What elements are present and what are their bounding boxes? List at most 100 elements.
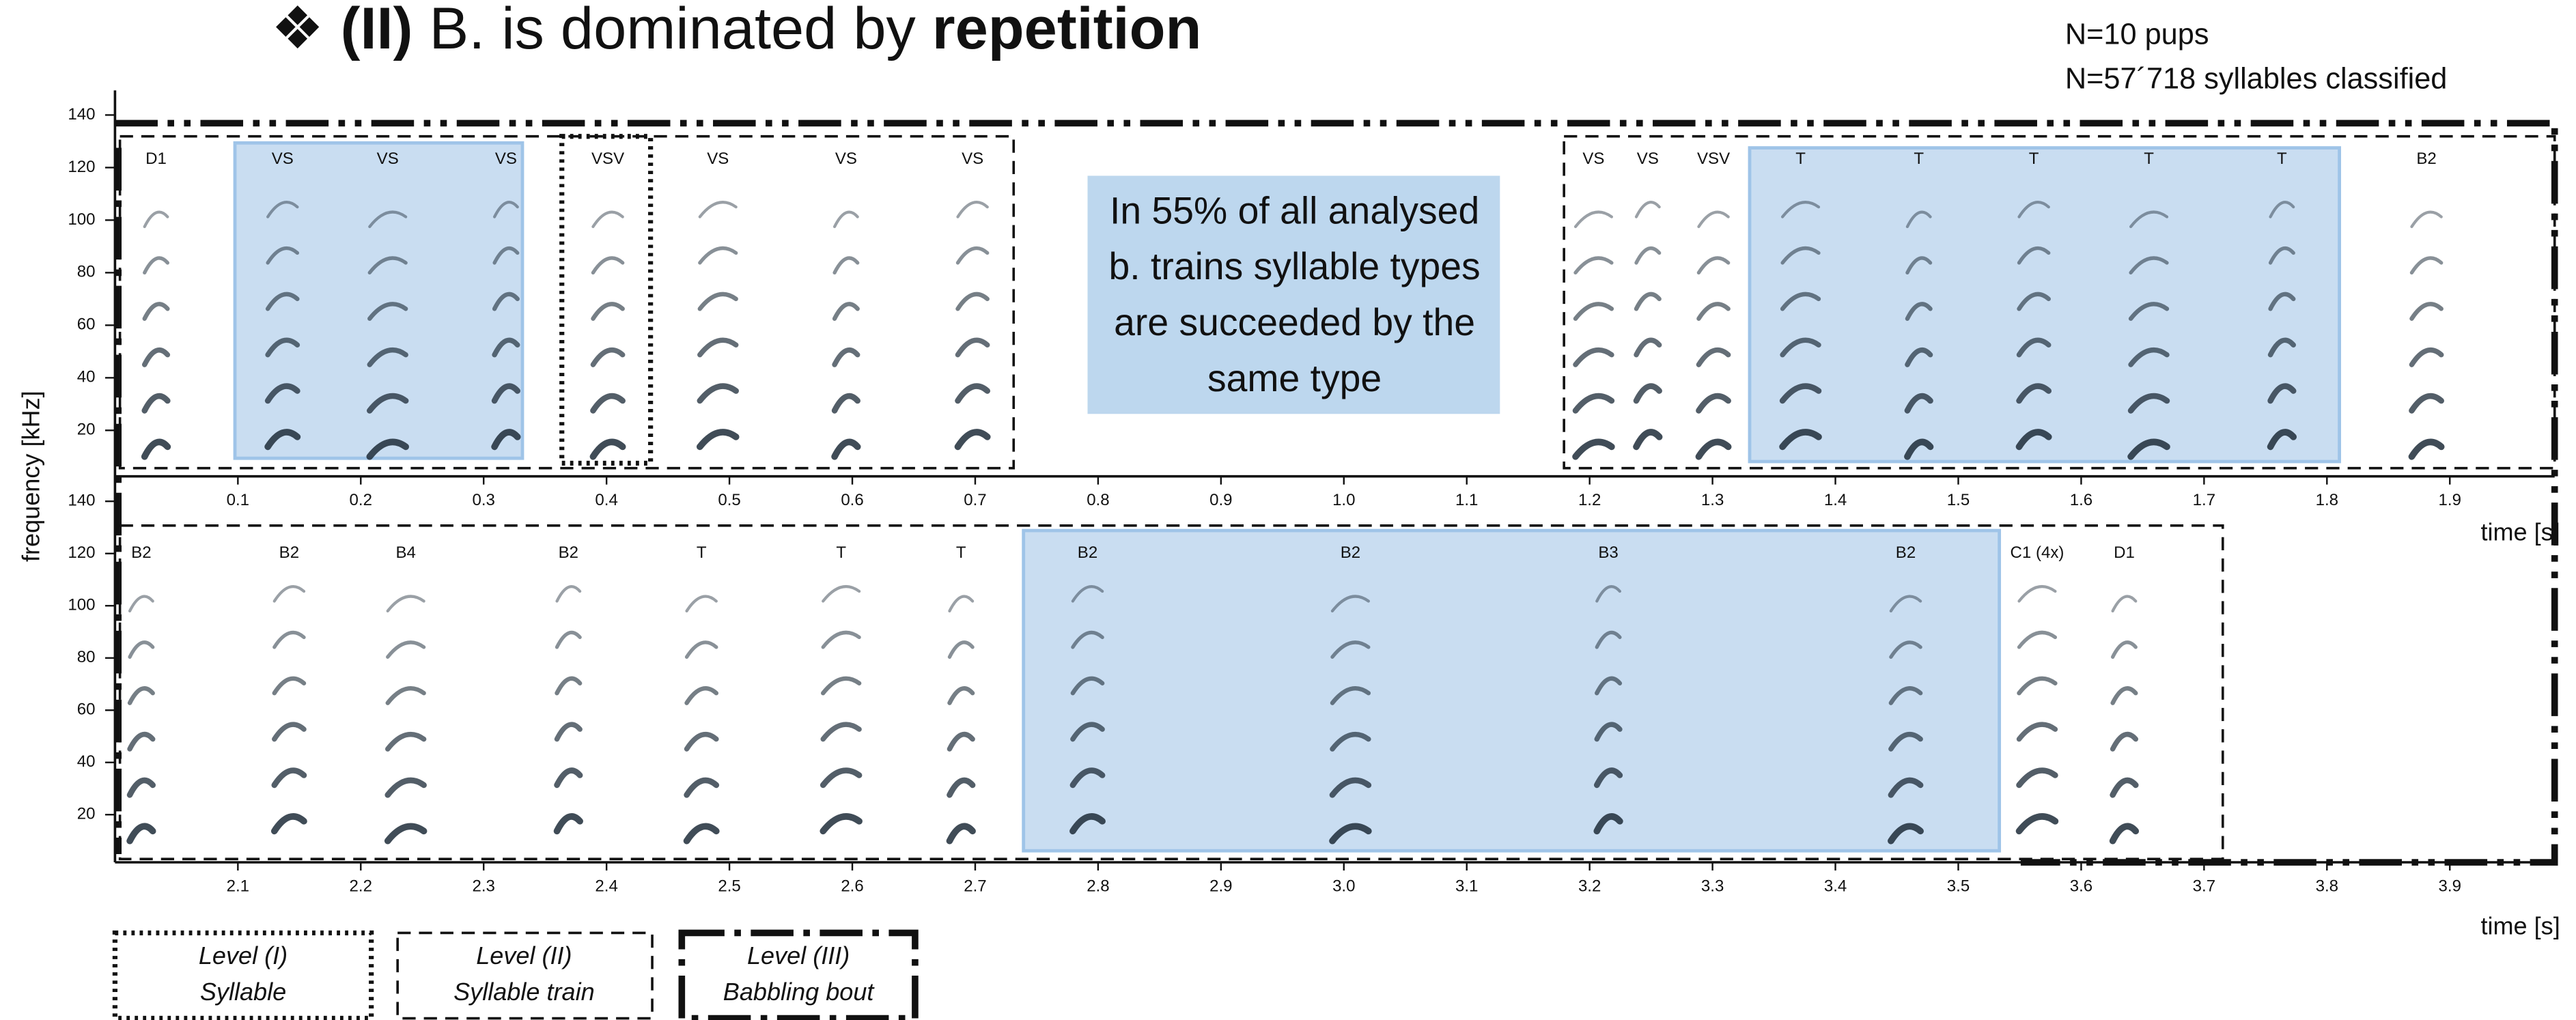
syllable-label: T bbox=[2029, 150, 2039, 168]
syllable-box bbox=[562, 137, 651, 464]
spectrogram-trace bbox=[949, 597, 972, 611]
spectrogram-trace bbox=[2019, 679, 2055, 693]
spectrogram-trace bbox=[835, 304, 858, 318]
y-tick-label: 120 bbox=[68, 158, 95, 176]
spectrogram-trace bbox=[700, 202, 736, 216]
spectrogram-trace bbox=[145, 350, 168, 365]
x-tick-label: 3.7 bbox=[2193, 877, 2215, 895]
spectrogram-trace bbox=[949, 780, 972, 795]
spectrogram-trace bbox=[2019, 817, 2055, 831]
x-tick-label: 0.3 bbox=[472, 491, 494, 509]
x-tick-label: 1.2 bbox=[1578, 491, 1601, 509]
y-tick-label: 100 bbox=[68, 596, 95, 614]
spectrogram-trace bbox=[2411, 258, 2441, 272]
spectrogram-trace bbox=[700, 432, 736, 447]
x-tick-label: 3.9 bbox=[2439, 877, 2461, 895]
syllable-label: T bbox=[956, 543, 966, 562]
spectrogram-trace bbox=[700, 386, 736, 401]
x-tick-label: 1.1 bbox=[1455, 491, 1478, 509]
spectrogram-trace bbox=[957, 340, 987, 354]
spectrogram-trace bbox=[1698, 396, 1728, 410]
spectrogram-trace bbox=[687, 826, 716, 840]
x-tick-label: 2.3 bbox=[472, 877, 494, 895]
syllable-label: VS bbox=[1582, 150, 1604, 168]
callout-text: are succeeded by the bbox=[1114, 301, 1475, 343]
spectrogram-trace bbox=[835, 258, 858, 272]
callout-text: In 55% of all analysed bbox=[1110, 189, 1479, 231]
spectrogram-trace bbox=[823, 586, 859, 601]
spectrogram-trace bbox=[2113, 642, 2136, 657]
spectrogram-trace bbox=[2019, 724, 2055, 739]
x-tick-label: 2.2 bbox=[350, 877, 372, 895]
x-tick-label: 0.8 bbox=[1087, 491, 1109, 509]
x-tick-label: 0.7 bbox=[964, 491, 986, 509]
spectrogram-trace bbox=[700, 249, 736, 263]
train-highlight bbox=[235, 143, 522, 458]
spectrogram-trace bbox=[593, 304, 622, 318]
syllable-label: T bbox=[1795, 150, 1806, 168]
spectrogram-trace bbox=[1698, 258, 1728, 272]
x-tick-label: 1.8 bbox=[2316, 491, 2338, 509]
spectrogram-trace bbox=[593, 258, 622, 272]
spectrogram-trace bbox=[1636, 202, 1660, 216]
spectrogram-trace bbox=[823, 724, 859, 739]
y-tick-label: 80 bbox=[77, 648, 96, 666]
x-tick-label: 0.6 bbox=[841, 491, 863, 509]
spectrogram-trace bbox=[835, 396, 858, 410]
train-highlight bbox=[1024, 530, 2000, 851]
spectrogram-trace bbox=[593, 212, 622, 227]
syllable-label: VS bbox=[835, 150, 857, 168]
x-tick-label: 1.0 bbox=[1332, 491, 1355, 509]
y-axis-label: frequency [kHz] bbox=[17, 391, 45, 562]
syllable-label: B3 bbox=[1598, 543, 1618, 562]
callout-text: b. trains syllable types bbox=[1109, 245, 1481, 287]
spectrogram-trace bbox=[957, 386, 987, 401]
spectrogram-trace bbox=[275, 679, 304, 693]
spectrogram-trace bbox=[145, 396, 168, 410]
spectrogram-trace bbox=[275, 771, 304, 785]
x-tick-label: 1.5 bbox=[1947, 491, 1970, 509]
spectrogram-trace bbox=[145, 212, 168, 227]
spectrogram-trace bbox=[130, 826, 153, 840]
spectrogram-trace bbox=[130, 735, 153, 749]
spectrogram-trace bbox=[1636, 340, 1660, 354]
spectrogram-trace bbox=[687, 642, 716, 657]
spectrogram-trace bbox=[1698, 212, 1728, 227]
spectrogram-trace bbox=[593, 442, 622, 456]
syllable-label: C1 (4x) bbox=[2011, 543, 2064, 562]
x-tick-label: 1.3 bbox=[1701, 491, 1724, 509]
spectrogram-trace bbox=[1636, 294, 1660, 309]
spectrogram-trace bbox=[949, 826, 972, 840]
spectrogram-trace bbox=[700, 340, 736, 354]
syllable-label: T bbox=[1914, 150, 1924, 168]
spectrogram-trace bbox=[388, 780, 424, 795]
figure: ❖(II) B. is dominated by repetition N=10… bbox=[0, 0, 2576, 1020]
x-tick-label: 3.4 bbox=[1824, 877, 1847, 895]
spectrogram-trace bbox=[957, 432, 987, 447]
x-tick-label: 0.2 bbox=[350, 491, 372, 509]
x-tick-label: 0.4 bbox=[595, 491, 617, 509]
note: N=57´718 syllables classified bbox=[2065, 62, 2448, 95]
spectrogram-trace bbox=[275, 586, 304, 601]
syllable-label: T bbox=[2144, 150, 2154, 168]
callout-text: same type bbox=[1207, 357, 1382, 399]
title-text: B. is dominated by bbox=[412, 0, 932, 61]
syllable-label: VS bbox=[707, 150, 729, 168]
spectrogram-trace bbox=[2411, 350, 2441, 365]
spectrogram-trace bbox=[1576, 396, 1612, 410]
x-tick-label: 1.9 bbox=[2439, 491, 2461, 509]
spectrogram-trace bbox=[2113, 826, 2136, 840]
spectrogram-trace bbox=[593, 396, 622, 410]
spectrogram-trace bbox=[687, 735, 716, 749]
spectrogram-trace bbox=[700, 294, 736, 309]
spectrogram-trace bbox=[557, 586, 580, 601]
x-axis-label: time [s] bbox=[2480, 518, 2560, 546]
spectrogram-trace bbox=[835, 212, 858, 227]
y-tick-label: 100 bbox=[68, 210, 95, 229]
spectrogram-trace bbox=[388, 688, 424, 703]
x-tick-label: 3.0 bbox=[1332, 877, 1355, 895]
spectrogram-trace bbox=[2019, 586, 2055, 601]
x-tick-label: 2.6 bbox=[841, 877, 863, 895]
legend-name: Babbling bout bbox=[723, 978, 876, 1006]
legend-level: Level (II) bbox=[476, 941, 572, 969]
